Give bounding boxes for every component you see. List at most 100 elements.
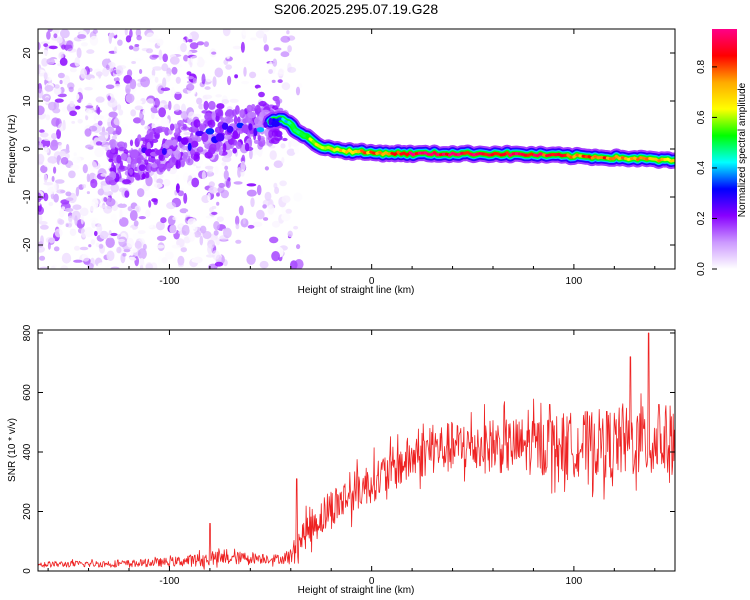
noise-blob [186, 76, 194, 80]
noise-blob [87, 160, 98, 172]
ridge-scatter [174, 128, 180, 134]
noise-blob [40, 41, 50, 45]
noise-blob [188, 39, 193, 43]
noise-blob [69, 110, 77, 117]
noise-blob [43, 182, 53, 186]
noise-blob [80, 227, 87, 238]
noise-blob [51, 175, 55, 182]
noise-blob [281, 205, 287, 215]
ridge-blob [241, 124, 249, 134]
noise-blob [169, 56, 180, 65]
noise-blob [264, 166, 269, 171]
noise-blob [216, 216, 224, 223]
noise-blob [90, 239, 96, 245]
noise-blob [216, 201, 220, 206]
noise-blob [153, 204, 157, 209]
noise-blob [183, 192, 188, 204]
noise-blob [298, 249, 303, 255]
noise-blob [69, 67, 77, 73]
noise-blob [57, 123, 66, 132]
noise-blob [154, 76, 159, 83]
noise-blob [158, 230, 166, 234]
noise-blob [41, 49, 49, 56]
ridge-scatter [171, 156, 176, 163]
noise-blob [185, 211, 191, 216]
noise-blob [117, 39, 123, 46]
noise-blob [82, 184, 87, 189]
noise-blob [105, 237, 115, 249]
noise-blob [241, 80, 250, 85]
noise-blob [79, 207, 89, 217]
noise-blob [127, 256, 137, 262]
noise-blob [177, 255, 185, 266]
noise-blob [95, 71, 103, 77]
ridge-scatter [211, 111, 216, 120]
noise-blob [189, 223, 198, 233]
noise-blob [293, 225, 299, 230]
ridge-scatter [120, 160, 123, 168]
noise-blob [95, 141, 103, 146]
noise-blob [287, 230, 293, 238]
noise-blob [190, 55, 199, 65]
ridge-scatter [175, 159, 181, 169]
spectrogram-xlabel: Height of straight line (km) [298, 285, 415, 296]
noise-blob [72, 92, 80, 101]
noise-blob [258, 91, 265, 98]
noise-blob [273, 47, 282, 51]
noise-blob [117, 203, 127, 208]
ridge-scatter [158, 163, 164, 168]
ridge-scatter [232, 147, 237, 154]
noise-blob [95, 104, 99, 114]
y-tick-label: 0 [22, 568, 33, 574]
y-tick-label: 200 [22, 503, 33, 520]
noise-blob [84, 86, 93, 91]
ridge-scatter [148, 131, 154, 142]
noise-blob [158, 49, 163, 61]
noise-blob [202, 49, 207, 53]
noise-blob [139, 264, 144, 269]
noise-blob [273, 160, 283, 168]
noise-blob [170, 113, 176, 118]
noise-blob [43, 205, 52, 210]
ridge-scatter [146, 142, 151, 150]
noise-blob [189, 42, 199, 50]
noise-blob [146, 48, 153, 54]
ridge-blob [187, 142, 192, 152]
noise-blob [100, 205, 107, 209]
noise-blob [89, 77, 96, 89]
ridge-blob [136, 157, 142, 164]
noise-blob [293, 146, 300, 154]
noise-blob [208, 186, 218, 194]
noise-blob [263, 44, 269, 52]
ridge-scatter [166, 162, 171, 172]
y-tick-label: 0 [22, 146, 33, 152]
noise-blob [134, 44, 140, 47]
noise-blob [79, 246, 89, 251]
noise-blob [91, 91, 96, 96]
noise-blob [255, 30, 265, 39]
noise-blob [45, 236, 56, 244]
noise-blob [38, 245, 45, 253]
ridge-scatter [123, 142, 128, 149]
noise-blob [48, 201, 54, 207]
noise-blob [68, 86, 74, 93]
noise-blob [214, 261, 224, 267]
noise-blob [156, 244, 165, 249]
ridge-scatter [268, 129, 273, 138]
noise-blob [71, 156, 82, 164]
noise-blob [173, 90, 183, 95]
ridge-scatter [173, 123, 179, 129]
noise-blob [267, 204, 275, 215]
noise-blob [147, 75, 156, 79]
noise-blob [142, 109, 146, 115]
noise-blob [46, 31, 51, 40]
noise-blob [237, 166, 242, 178]
noise-blob [269, 60, 273, 69]
ridge-scatter [196, 146, 204, 153]
noise-blob [120, 123, 129, 131]
noise-blob [179, 187, 185, 191]
noise-blob [75, 186, 80, 197]
noise-blob [69, 100, 75, 108]
noise-blob [86, 49, 95, 54]
